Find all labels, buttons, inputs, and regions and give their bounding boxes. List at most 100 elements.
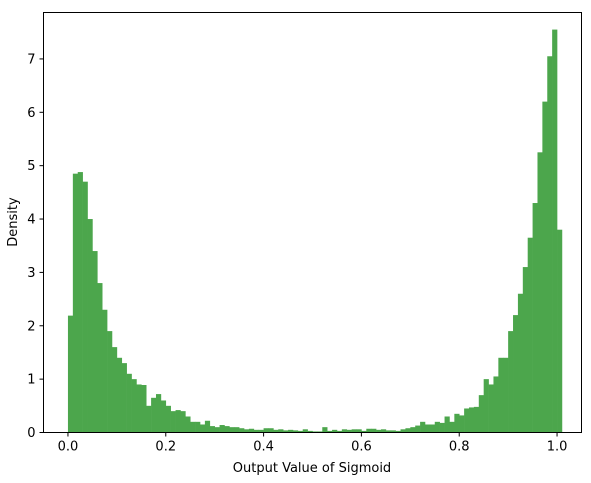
- histogram-bar: [317, 431, 323, 433]
- histogram-bar: [366, 428, 372, 433]
- x-axis-ticks: 0.0 0.2 0.4 0.6 0.8 1.0: [58, 432, 567, 455]
- histogram-bar: [312, 431, 318, 433]
- x-tick-label: 0.6: [351, 440, 372, 455]
- histogram-bar: [146, 405, 152, 433]
- histogram-bar: [513, 315, 519, 433]
- histogram-bar: [214, 427, 220, 433]
- histogram-bar: [361, 430, 367, 433]
- histogram-bar: [469, 407, 475, 433]
- histogram-bar: [97, 283, 103, 433]
- histogram-bar: [449, 421, 455, 433]
- histogram-bar: [410, 427, 416, 433]
- histogram-bar: [473, 406, 480, 433]
- histogram-bar: [151, 397, 157, 433]
- histogram-bar: [219, 425, 225, 433]
- histogram-bar: [537, 152, 543, 433]
- histogram-bar: [224, 426, 230, 433]
- histogram-bar: [136, 384, 142, 433]
- y-tick-label: 6: [27, 106, 35, 121]
- histogram-bar: [126, 373, 132, 433]
- histogram-bar: [273, 429, 279, 433]
- histogram-bars: [67, 29, 563, 433]
- histogram-bar: [498, 357, 504, 433]
- histogram-bar: [190, 421, 196, 433]
- histogram-bar: [390, 430, 396, 433]
- histogram-bar: [77, 172, 83, 433]
- y-tick-label: 3: [27, 266, 35, 281]
- histogram-bar: [292, 430, 299, 433]
- histogram-bar: [185, 416, 191, 433]
- y-tick-label: 4: [27, 213, 35, 228]
- x-tick-label: 0.4: [253, 440, 274, 455]
- histogram-bar: [420, 421, 426, 433]
- histogram-bar: [268, 428, 274, 433]
- histogram-bar: [542, 101, 548, 433]
- histogram-bar: [517, 293, 524, 433]
- x-tick-label: 0.2: [155, 440, 176, 455]
- y-tick-label: 1: [27, 373, 35, 388]
- histogram-bar: [297, 430, 304, 433]
- histogram-bar: [380, 429, 387, 433]
- histogram-bar: [322, 427, 328, 433]
- histogram-bar: [131, 379, 137, 433]
- histogram-bar: [400, 429, 406, 433]
- histogram-bar: [288, 429, 294, 433]
- histogram-bar: [527, 237, 533, 433]
- x-axis-label: Output Value of Sigmoid: [233, 461, 391, 476]
- histogram-bar: [405, 428, 411, 433]
- histogram-bar: [141, 385, 147, 433]
- histogram-bar: [532, 203, 538, 433]
- histogram-bar: [434, 421, 440, 433]
- y-axis-ticks: 0 1 2 3 4 5 6 7: [27, 52, 44, 441]
- histogram-bar: [263, 428, 269, 433]
- histogram-bar: [522, 267, 528, 433]
- histogram-bar: [439, 422, 445, 433]
- histogram-bar: [332, 429, 338, 433]
- y-tick-label: 7: [27, 52, 35, 67]
- x-tick-label: 0.8: [449, 440, 470, 455]
- histogram-bar: [102, 309, 108, 433]
- histogram-bar: [239, 428, 245, 433]
- histogram-bar: [327, 430, 333, 433]
- histogram-bar: [395, 430, 401, 433]
- histogram-bar: [244, 429, 250, 433]
- histogram-bar: [371, 428, 377, 433]
- histogram-bar: [121, 363, 127, 433]
- plot-frame: [43, 12, 582, 433]
- histogram-bar: [307, 430, 313, 433]
- histogram-bar: [204, 420, 211, 433]
- histogram-bar: [170, 411, 176, 433]
- histogram-bar: [376, 429, 382, 433]
- histogram-bar: [302, 429, 308, 433]
- histogram-bar: [200, 424, 206, 433]
- histogram-bar: [278, 429, 284, 433]
- histogram-bar: [478, 395, 484, 433]
- histogram-bar: [116, 357, 123, 433]
- histogram-bar: [488, 384, 494, 433]
- histogram-bar: [415, 425, 421, 433]
- histogram-bar: [234, 427, 240, 433]
- histogram-bar: [356, 429, 362, 433]
- histogram-bar: [229, 427, 235, 433]
- histogram-bar: [160, 400, 167, 433]
- histogram-bar: [82, 181, 88, 433]
- histogram-bar: [92, 251, 98, 433]
- histogram-bar: [209, 426, 215, 433]
- histogram-bar: [351, 429, 357, 433]
- histogram-bar: [248, 428, 255, 433]
- y-tick-label: 5: [27, 159, 35, 174]
- x-tick-label: 0.0: [58, 440, 79, 455]
- y-tick-label: 0: [27, 426, 35, 441]
- histogram-bar: [483, 379, 489, 433]
- y-tick-label: 2: [27, 319, 35, 334]
- histogram-bar: [253, 429, 259, 433]
- histogram-bar: [459, 415, 465, 433]
- histogram-bar: [283, 430, 289, 433]
- histogram-bar: [429, 424, 436, 433]
- histogram-bar: [464, 408, 470, 433]
- histogram-bar: [346, 429, 352, 433]
- histogram-bar: [165, 405, 171, 433]
- histogram-bar: [175, 410, 181, 433]
- histogram-bar: [67, 315, 74, 433]
